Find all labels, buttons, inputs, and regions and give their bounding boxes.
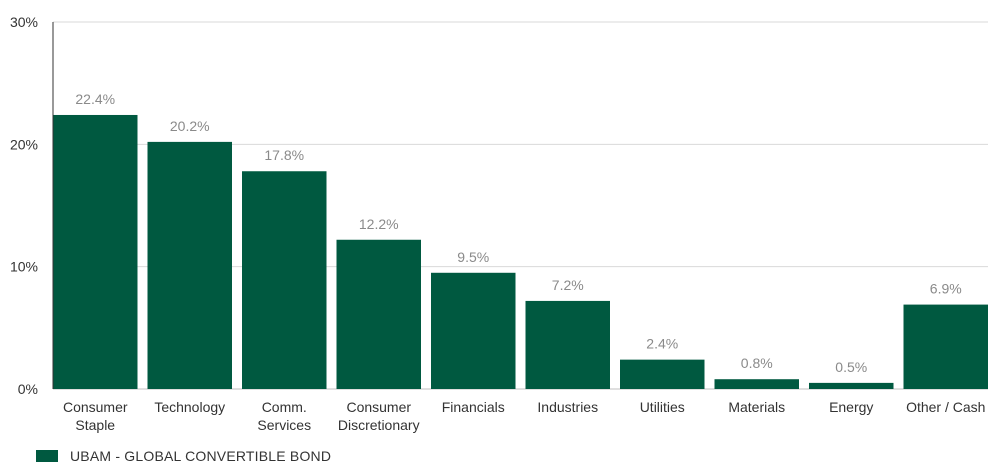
x-axis-category-labels: Consumer Staple Technology Comm. Services Con… [63, 399, 985, 433]
y-axis-tick-labels: 0% 10% 20% 30% [10, 14, 38, 397]
bar [809, 382, 894, 389]
category-label: Consumer Discretionary [338, 399, 420, 433]
legend-label: UBAM - GLOBAL CONVERTIBLE BOND [70, 448, 332, 464]
bar [53, 114, 138, 390]
category-label: Energy [829, 399, 873, 415]
bar [714, 379, 799, 389]
data-labels: 22.4% 20.2% 17.8% 12.2% 9.5% 7.2% 2.4% 0.8% 0.5%… [75, 91, 961, 375]
category-label: Financials [442, 399, 505, 415]
y-tick-label: 10% [10, 259, 38, 275]
category-label: Industries [537, 399, 598, 415]
category-label: Materials [728, 399, 785, 415]
data-label: 12.2% [359, 216, 399, 232]
category-label: Other / Cash [906, 399, 985, 415]
legend-swatch [36, 450, 58, 462]
y-tick-label: 30% [10, 14, 38, 30]
bar [336, 239, 421, 389]
bar [903, 304, 988, 389]
category-label: Consumer Staple [63, 399, 128, 433]
bar [431, 272, 516, 389]
data-label: 9.5% [457, 249, 489, 265]
legend: UBAM - GLOBAL CONVERTIBLE BOND [36, 448, 331, 464]
y-tick-label: 0% [18, 381, 38, 397]
bar [147, 141, 232, 389]
category-label: Technology [154, 399, 225, 415]
bar [620, 359, 705, 389]
data-label: 0.5% [835, 359, 867, 375]
data-label: 6.9% [930, 281, 962, 297]
bar [242, 171, 327, 389]
bars [53, 114, 988, 390]
category-label: Comm. Services [257, 399, 311, 433]
category-label: Utilities [640, 399, 685, 415]
data-label: 2.4% [646, 336, 678, 352]
data-label: 20.2% [170, 118, 210, 134]
data-label: 22.4% [75, 91, 115, 107]
bar [525, 300, 610, 389]
data-label: 17.8% [264, 147, 304, 163]
data-label: 0.8% [741, 355, 773, 371]
y-tick-label: 20% [10, 136, 38, 152]
data-label: 7.2% [552, 277, 584, 293]
